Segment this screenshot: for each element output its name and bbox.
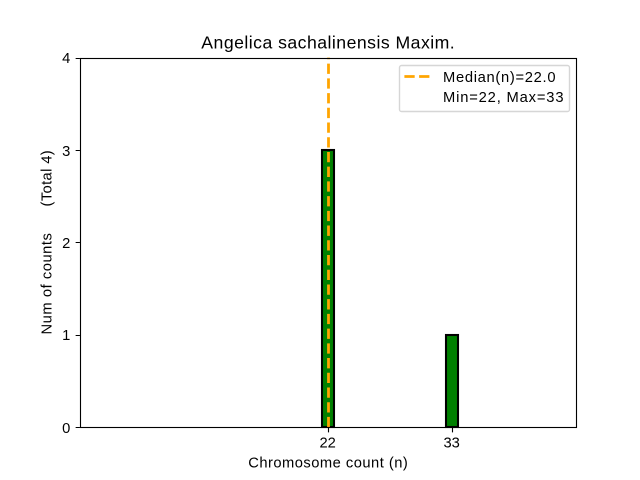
svg-text:Median(n)=22.0: Median(n)=22.0 [443,70,556,86]
svg-text:3: 3 [62,144,70,160]
svg-text:Angelica sachalinensis Maxim.: Angelica sachalinensis Maxim. [201,33,454,53]
svg-text:Num of counts: Num of counts [40,233,56,334]
svg-text:1: 1 [62,328,70,344]
svg-text:0: 0 [62,421,70,437]
svg-text:2: 2 [62,236,70,252]
svg-text:Min=22, Max=33: Min=22, Max=33 [443,90,564,106]
svg-text:33: 33 [444,436,460,452]
svg-text:(Total 4): (Total 4) [40,150,56,206]
svg-text:22: 22 [320,436,336,452]
svg-text:Chromosome count (n): Chromosome count (n) [248,455,408,471]
svg-text:4: 4 [62,51,70,67]
